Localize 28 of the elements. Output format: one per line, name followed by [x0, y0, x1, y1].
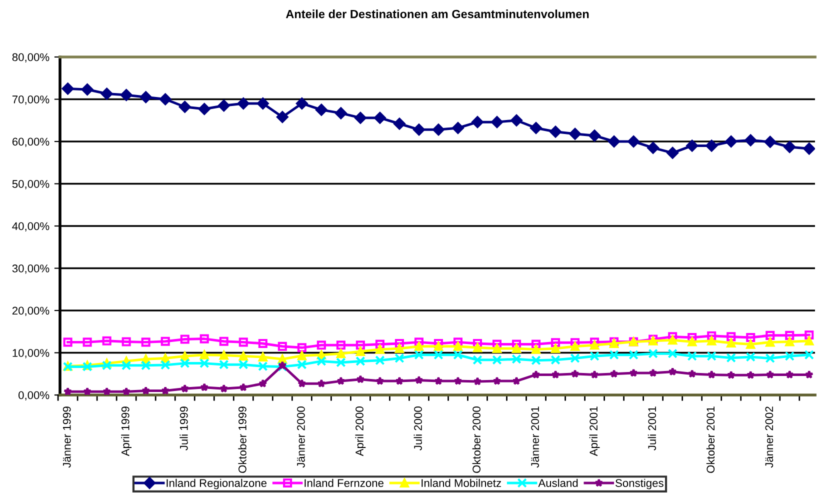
x-tick-label: Jänner 1999 [62, 406, 71, 468]
legend-label: Inland Fernzone [304, 478, 384, 487]
x-tick-label: Oktober 1999 [238, 406, 246, 473]
x-tick-label: Juli 2001 [648, 406, 656, 450]
y-tick-label: 70,00% [12, 96, 50, 105]
x-tick-label: April 2000 [355, 406, 366, 456]
y-tick-label: 10,00% [12, 349, 50, 358]
x-tick-label: Juli 2000 [414, 406, 422, 450]
y-tick-label: 80,00% [12, 53, 50, 62]
x-tick-label: Jänner 2002 [765, 406, 774, 468]
y-tick-label: 60,00% [12, 138, 50, 147]
x-tick-label: Jänner 2001 [531, 406, 540, 468]
chart-title: Anteile der Destinationen am Gesamtminutenvolumen [286, 10, 589, 18]
x-tick-label: April 2001 [589, 406, 600, 456]
x-tick-label: Oktober 2000 [472, 406, 480, 473]
y-tick-label: 50,00% [12, 180, 50, 190]
x-tick-label: April 1999 [121, 406, 132, 456]
y-tick-label: 20,00% [12, 306, 50, 316]
y-tick-label: 0,00% [18, 391, 50, 400]
legend-label: Inland Regionalzone [166, 478, 267, 490]
x-tick-label: Juli 1999 [180, 406, 188, 450]
legend-label: Inland Mobilnetz [422, 478, 501, 487]
y-tick-label: 30,00% [12, 264, 50, 274]
x-tick-label: Jänner 2000 [297, 406, 305, 468]
x-tick-label: Oktober 2001 [706, 406, 715, 473]
y-tick-label: 40,00% [12, 222, 50, 232]
legend-label: Sonstiges [616, 478, 664, 490]
legend-label: Ausland [538, 478, 578, 487]
